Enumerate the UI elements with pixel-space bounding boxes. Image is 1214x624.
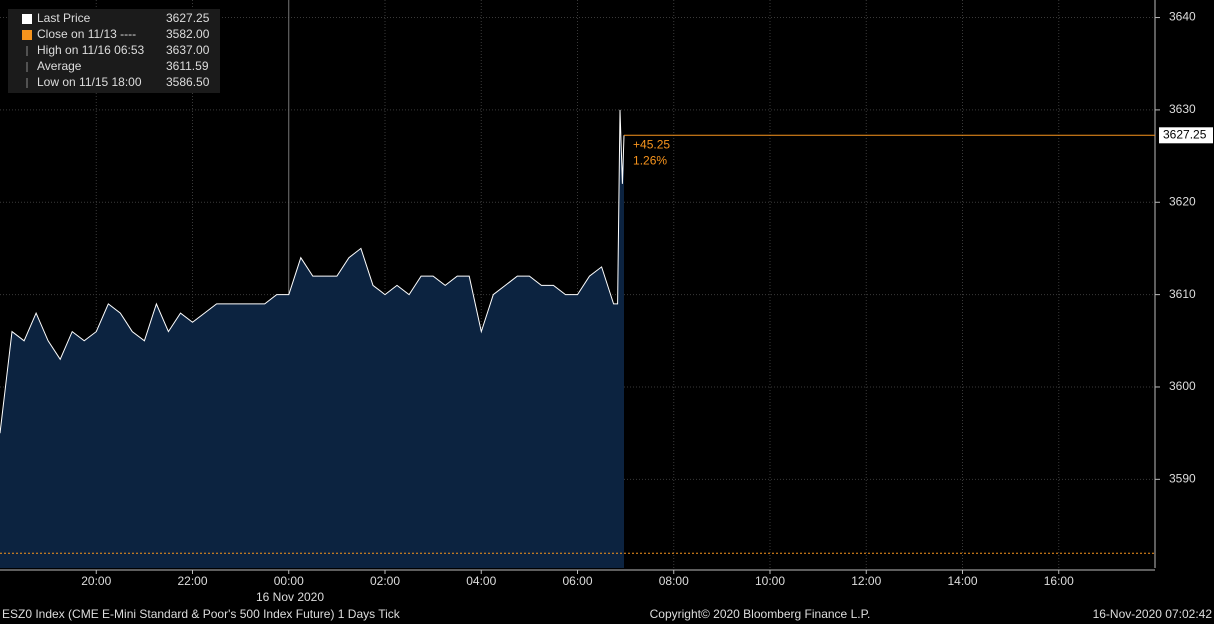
y-tick-label: 3620 xyxy=(1169,194,1196,208)
footer-center: Copyright© 2020 Bloomberg Finance L.P. xyxy=(650,607,871,621)
last-price-tag xyxy=(1159,127,1213,144)
annotation: +45.25 xyxy=(633,137,670,151)
legend-swatch xyxy=(22,14,32,24)
x-tick-label: 14:00 xyxy=(947,574,977,588)
legend-label: Average xyxy=(37,59,82,73)
legend-value: 3582.00 xyxy=(166,27,210,41)
x-tick-label: 02:00 xyxy=(370,574,400,588)
legend-box xyxy=(8,9,220,93)
legend-label: High on 11/16 06:53 xyxy=(37,43,145,57)
legend-value: 3611.59 xyxy=(166,59,209,73)
legend-swatch xyxy=(22,30,32,40)
x-tick-label: 22:00 xyxy=(177,574,207,588)
footer-left: ESZ0 Index (CME E-Mini Standard & Poor's… xyxy=(2,607,401,621)
x-tick-label: 20:00 xyxy=(81,574,111,588)
legend-label: Close on 11/13 ---- xyxy=(37,27,136,41)
x-tick-label: 16:00 xyxy=(1044,574,1074,588)
legend-label: Last Price xyxy=(37,11,91,25)
price-area xyxy=(0,109,625,569)
y-tick-label: 3600 xyxy=(1169,379,1196,393)
y-tick-label: 3630 xyxy=(1169,102,1196,116)
annotation: 1.26% xyxy=(633,153,667,167)
x-tick-label: 00:00 xyxy=(274,574,304,588)
x-tick-label: 04:00 xyxy=(466,574,496,588)
x-tick-label: 08:00 xyxy=(659,574,689,588)
price-line xyxy=(0,109,625,434)
legend-value: 3637.00 xyxy=(166,43,210,57)
x-tick-label: 12:00 xyxy=(851,574,881,588)
footer-right: 16-Nov-2020 07:02:42 xyxy=(1093,607,1213,621)
y-tick-label: 3590 xyxy=(1169,472,1196,486)
y-tick-label: 3640 xyxy=(1169,10,1196,24)
legend-value: 3627.25 xyxy=(166,11,210,25)
legend-label: Low on 11/15 18:00 xyxy=(37,75,142,89)
legend-value: 3586.50 xyxy=(166,75,210,89)
date-label: 16 Nov 2020 xyxy=(256,590,324,604)
x-tick-label: 06:00 xyxy=(562,574,592,588)
x-tick-label: 10:00 xyxy=(755,574,785,588)
y-tick-label: 3610 xyxy=(1169,287,1196,301)
last-price-label: 3627.25 xyxy=(1163,127,1207,141)
